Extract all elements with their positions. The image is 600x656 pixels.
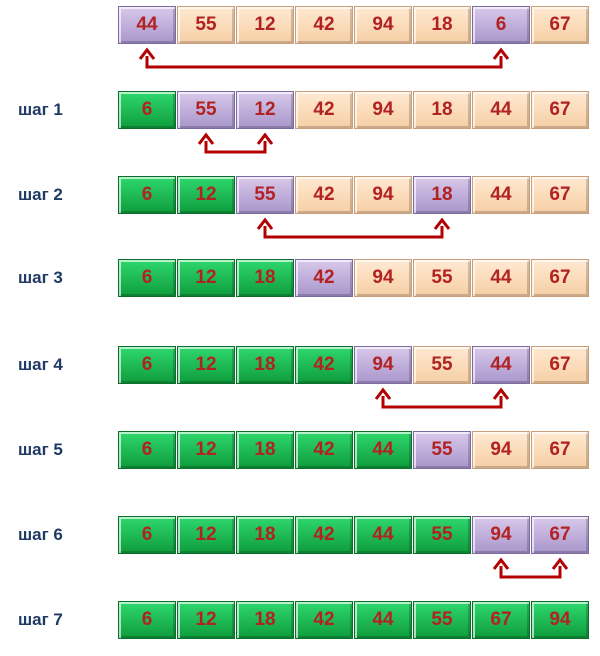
array-cell: 55 xyxy=(177,91,235,129)
swap-arrow xyxy=(197,132,274,154)
array-row-2: шаг 2 6 12 55 42 94 18 44 67 xyxy=(0,176,600,214)
array-cell: 44 xyxy=(472,259,530,297)
array-cell: 67 xyxy=(531,431,589,469)
array-cell: 18 xyxy=(236,259,294,297)
array-cell: 67 xyxy=(472,601,530,639)
array-cell: 44 xyxy=(472,176,530,214)
array-cell: 67 xyxy=(531,176,589,214)
array-cell: 44 xyxy=(118,6,176,44)
array-row-3: шаг 3 6 12 18 42 94 55 44 67 xyxy=(0,259,600,297)
array-cell: 6 xyxy=(118,91,176,129)
array-cell: 12 xyxy=(177,601,235,639)
step-label: шаг 1 xyxy=(18,100,63,119)
array-cell: 18 xyxy=(413,6,471,44)
array-cell: 55 xyxy=(413,516,471,554)
array-row-5: шаг 5 6 12 18 42 44 55 94 67 xyxy=(0,431,600,469)
array-cell: 44 xyxy=(354,431,412,469)
array-cell: 12 xyxy=(177,516,235,554)
array-cell: 12 xyxy=(177,346,235,384)
array-cell: 42 xyxy=(295,176,353,214)
step-label: шаг 3 xyxy=(18,268,63,287)
array-cell: 12 xyxy=(177,431,235,469)
array-row-0: 44 55 12 42 94 18 6 67 xyxy=(0,6,600,44)
arrow-head xyxy=(492,557,510,570)
swap-arrow xyxy=(492,557,569,579)
array-cell: 6 xyxy=(118,516,176,554)
array-cell: 12 xyxy=(236,91,294,129)
step-label: шаг 7 xyxy=(18,610,63,629)
array-cell: 42 xyxy=(295,259,353,297)
arrow-head xyxy=(256,132,274,145)
arrow-head xyxy=(492,47,510,60)
array-cell: 67 xyxy=(531,516,589,554)
array-cell: 55 xyxy=(413,346,471,384)
array-cell: 6 xyxy=(118,431,176,469)
array-cell: 42 xyxy=(295,91,353,129)
array-cell: 42 xyxy=(295,516,353,554)
array-cell: 67 xyxy=(531,91,589,129)
array-cell: 18 xyxy=(236,346,294,384)
array-row-6: шаг 6 6 12 18 42 44 55 94 67 xyxy=(0,516,600,554)
array-cell: 94 xyxy=(354,6,412,44)
array-cell: 55 xyxy=(413,601,471,639)
array-cell: 55 xyxy=(413,431,471,469)
array-cell: 44 xyxy=(354,601,412,639)
swap-arrow xyxy=(256,217,451,239)
arrow-head xyxy=(492,387,510,400)
array-cell: 6 xyxy=(472,6,530,44)
array-cell: 12 xyxy=(236,6,294,44)
arrow-head xyxy=(138,47,156,60)
array-cell: 94 xyxy=(472,516,530,554)
array-cell: 6 xyxy=(118,176,176,214)
array-cell: 18 xyxy=(236,516,294,554)
arrow-head xyxy=(551,557,569,570)
array-cell: 44 xyxy=(354,516,412,554)
array-cell: 6 xyxy=(118,259,176,297)
array-cell: 12 xyxy=(177,259,235,297)
array-cell: 18 xyxy=(413,176,471,214)
array-cell: 55 xyxy=(413,259,471,297)
array-cell: 6 xyxy=(118,346,176,384)
array-cell: 94 xyxy=(354,346,412,384)
swap-arrow xyxy=(374,387,510,409)
array-cell: 42 xyxy=(295,601,353,639)
step-label: шаг 4 xyxy=(18,355,63,374)
arrow-head xyxy=(374,387,392,400)
array-cell: 18 xyxy=(413,91,471,129)
array-cell: 94 xyxy=(354,91,412,129)
array-cell: 94 xyxy=(354,176,412,214)
array-cell: 55 xyxy=(177,6,235,44)
array-cell: 42 xyxy=(295,431,353,469)
array-row-7: шаг 7 6 12 18 42 44 55 67 94 xyxy=(0,601,600,639)
step-label: шаг 2 xyxy=(18,185,63,204)
array-cell: 18 xyxy=(236,601,294,639)
array-cell: 67 xyxy=(531,346,589,384)
array-cell: 42 xyxy=(295,6,353,44)
array-cell: 12 xyxy=(177,176,235,214)
array-cell: 42 xyxy=(295,346,353,384)
arrow-head xyxy=(433,217,451,230)
array-cell: 44 xyxy=(472,346,530,384)
array-cell: 6 xyxy=(118,601,176,639)
array-cell: 94 xyxy=(531,601,589,639)
step-label: шаг 5 xyxy=(18,440,63,459)
array-cell: 55 xyxy=(236,176,294,214)
arrow-head xyxy=(197,132,215,145)
swap-arrow xyxy=(138,47,510,69)
array-cell: 94 xyxy=(354,259,412,297)
array-cell: 67 xyxy=(531,6,589,44)
array-row-4: шаг 4 6 12 18 42 94 55 44 67 xyxy=(0,346,600,384)
array-cell: 67 xyxy=(531,259,589,297)
array-cell: 94 xyxy=(472,431,530,469)
array-cell: 44 xyxy=(472,91,530,129)
array-cell: 18 xyxy=(236,431,294,469)
array-row-1: шаг 1 6 55 12 42 94 18 44 67 xyxy=(0,91,600,129)
arrow-head xyxy=(256,217,274,230)
step-label: шаг 6 xyxy=(18,525,63,544)
